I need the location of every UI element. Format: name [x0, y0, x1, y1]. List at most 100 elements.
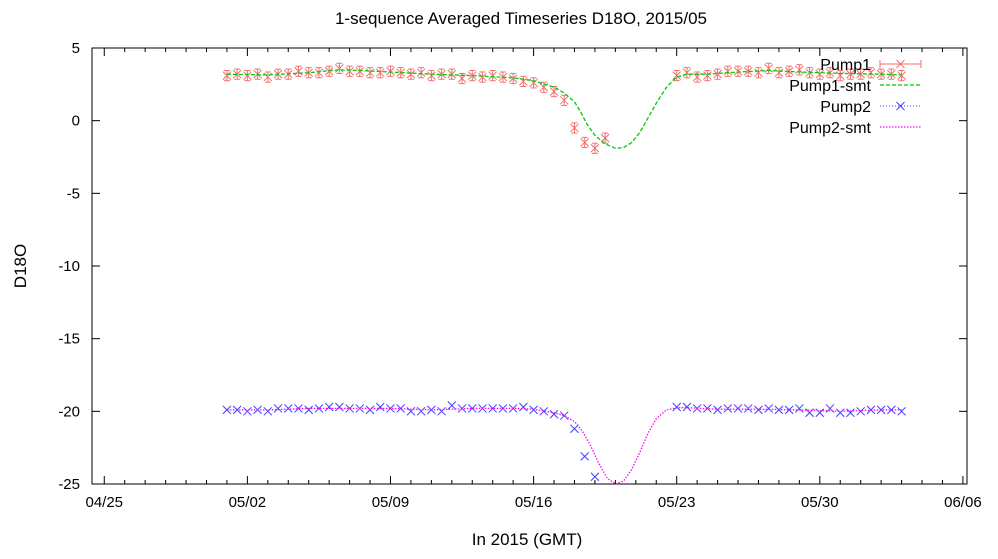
data-point-pump2 — [835, 408, 845, 418]
y-tick-label: -25 — [58, 476, 80, 493]
y-tick-label: -10 — [58, 258, 80, 275]
series-pump2 — [222, 401, 906, 482]
data-point-pump2 — [723, 404, 733, 413]
data-point-pump2 — [805, 408, 814, 418]
data-point-pump2 — [273, 404, 283, 413]
legend-label: Pump2-smt — [789, 120, 871, 137]
legend-label: Pump1 — [820, 57, 871, 74]
data-point-pump2 — [396, 404, 406, 413]
data-point-pump2 — [437, 406, 446, 416]
data-point-pump2 — [672, 402, 682, 412]
data-point-pump2 — [897, 406, 906, 416]
data-point-pump2 — [713, 405, 722, 415]
y-tick-label: -20 — [58, 403, 80, 420]
data-point-pump2 — [559, 411, 569, 421]
data-point-pump2 — [743, 404, 753, 413]
data-point-pump1 — [365, 68, 375, 78]
legend-item-pump1: Pump1 — [820, 57, 922, 74]
data-point-pump2 — [314, 404, 324, 413]
x-tick-label: 05/02 — [229, 494, 267, 511]
data-point-pump2 — [345, 404, 354, 413]
x-axis-label: In 2015 (GMT) — [472, 530, 583, 549]
data-point-pump2 — [519, 402, 528, 412]
data-point-pump2 — [467, 404, 477, 413]
legend-item-pump1-smt: Pump1-smt — [789, 78, 921, 95]
data-point-pump1 — [508, 74, 518, 83]
y-tick-label: 5 — [72, 40, 80, 57]
y-axis-label: D18O — [11, 244, 30, 288]
data-point-pump1 — [723, 66, 733, 76]
data-point-pump2 — [416, 406, 426, 416]
legend-item-pump2-smt: Pump2-smt — [789, 120, 921, 137]
data-point-pump2 — [304, 405, 314, 415]
data-point-pump1 — [580, 138, 590, 147]
data-point-pump1 — [222, 71, 232, 80]
data-point-pump2 — [335, 402, 344, 412]
data-point-pump2 — [447, 401, 457, 410]
x-tick-label: 05/09 — [372, 494, 410, 511]
data-point-pump2 — [682, 402, 692, 412]
data-point-pump1 — [467, 71, 477, 80]
legend-marker — [896, 101, 905, 111]
data-point-pump2 — [365, 405, 375, 415]
data-point-pump2 — [887, 405, 896, 415]
data-point-pump2 — [733, 404, 743, 413]
legend: Pump1 Pump1-smt Pump2 Pump2-smt — [789, 57, 922, 137]
data-point-pump2 — [283, 404, 293, 413]
series-layer — [222, 62, 906, 485]
chart-title: 1-sequence Averaged Timeseries D18O, 201… — [335, 9, 707, 28]
data-point-pump1 — [774, 68, 784, 78]
legend-marker — [896, 59, 905, 69]
legend-item-pump2: Pump2 — [820, 99, 921, 116]
data-point-pump2 — [795, 404, 804, 413]
data-point-pump2 — [324, 402, 334, 412]
data-point-pump2 — [294, 404, 303, 413]
series-line-pump1-smt — [226, 69, 902, 149]
y-tick-label: -5 — [67, 185, 80, 202]
y-tick-label: -15 — [58, 331, 80, 348]
x-tick-label: 05/30 — [801, 494, 839, 511]
legend-label: Pump2 — [820, 99, 871, 116]
data-point-pump2 — [754, 405, 763, 415]
series-pump1-smt — [226, 69, 902, 149]
data-point-pump2 — [580, 452, 590, 461]
data-point-pump1 — [416, 68, 426, 78]
data-point-pump1 — [743, 66, 753, 76]
data-point-pump2 — [570, 424, 579, 434]
data-point-pump2 — [549, 409, 559, 419]
series-pump2-smt — [226, 407, 902, 485]
series-pump1 — [222, 62, 906, 154]
data-point-pump1 — [815, 69, 825, 79]
data-point-pump1 — [754, 68, 763, 78]
data-point-pump1 — [447, 69, 457, 79]
data-point-pump2 — [386, 404, 395, 413]
data-point-pump1 — [335, 63, 344, 73]
data-point-pump1 — [866, 68, 876, 78]
data-point-pump2 — [703, 404, 712, 413]
data-point-pump1 — [835, 71, 845, 80]
data-point-pump1 — [559, 95, 569, 105]
legend-label: Pump1-smt — [789, 78, 871, 95]
data-point-pump2 — [539, 406, 549, 416]
data-point-pump1 — [406, 69, 416, 79]
data-point-pump1 — [846, 69, 855, 79]
x-tick-label: 06/06 — [944, 494, 982, 511]
data-point-pump1 — [314, 68, 324, 78]
data-point-pump1 — [887, 69, 896, 79]
x-tick-label: 05/16 — [515, 494, 553, 511]
data-point-pump1 — [784, 66, 794, 76]
y-axis: 5 0 -5 -10 -15 -20 -25 — [58, 40, 967, 493]
x-tick-label: 05/23 — [658, 494, 696, 511]
data-point-pump1 — [795, 65, 804, 75]
x-tick-label: 04/25 — [85, 494, 123, 511]
data-point-pump1 — [427, 71, 436, 80]
data-point-pump1 — [600, 133, 610, 143]
data-point-pump1 — [488, 71, 498, 80]
data-point-pump2 — [846, 408, 855, 418]
data-point-pump2 — [590, 472, 600, 482]
data-point-pump2 — [375, 402, 385, 412]
data-point-pump1 — [703, 71, 712, 80]
series-line-pump2-smt — [226, 407, 902, 485]
data-point-pump1 — [386, 66, 395, 76]
data-point-pump1 — [345, 66, 354, 76]
